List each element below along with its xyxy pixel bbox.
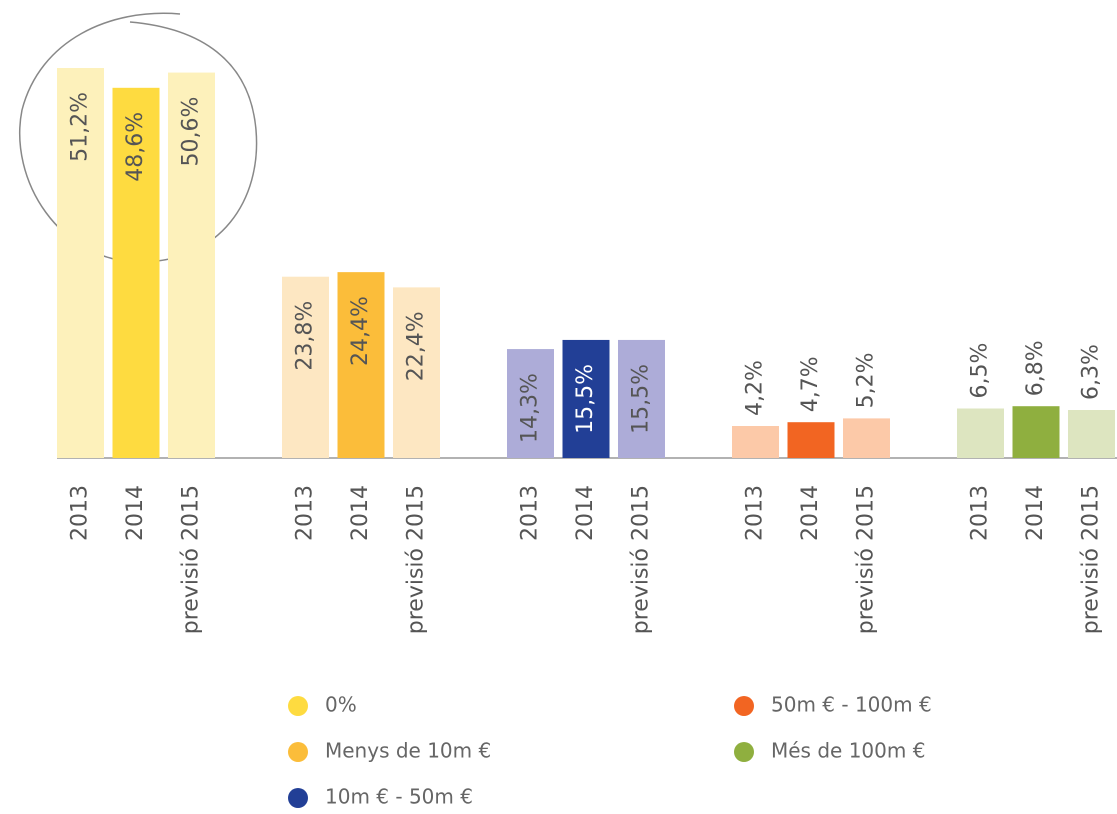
bar: [618, 339, 665, 458]
value-label: 6,5%: [968, 343, 993, 399]
bar: [562, 339, 610, 458]
x-tick-label: previsió 2015: [1079, 485, 1104, 634]
legend-marker: [734, 696, 754, 716]
bar: [732, 426, 779, 458]
x-tick-label: previsió 2015: [404, 485, 429, 634]
bar: [957, 408, 1004, 458]
x-tick-label: 2014: [573, 485, 598, 541]
value-label: 24,4%: [348, 296, 373, 366]
bar: [282, 276, 329, 458]
bar: [337, 272, 385, 458]
x-tick-label: 2013: [293, 485, 318, 541]
bar: [787, 422, 835, 458]
x-tick-label: 2013: [518, 485, 543, 541]
value-label: 4,2%: [743, 360, 768, 416]
bar: [168, 72, 215, 458]
x-tick-label: 2013: [743, 485, 768, 541]
value-label: 50,6%: [179, 97, 204, 167]
value-label: 6,8%: [1023, 340, 1048, 396]
bar: [57, 68, 104, 458]
legend-label: Més de 100m €: [771, 739, 925, 763]
value-label: 48,6%: [123, 112, 148, 182]
legend-label: 10m € - 50m €: [325, 785, 473, 809]
legend-label: Menys de 10m €: [325, 739, 491, 763]
x-tick-label: previsió 2015: [854, 485, 879, 634]
x-tick-label: 2014: [348, 485, 373, 541]
value-label: 15,5%: [629, 364, 654, 434]
bar: [843, 418, 890, 458]
x-tick-label: 2013: [68, 485, 93, 541]
bar: [112, 87, 160, 458]
x-tick-label: previsió 2015: [179, 485, 204, 634]
value-label: 51,2%: [68, 92, 93, 162]
bar: [1012, 406, 1060, 458]
bar: [393, 287, 440, 458]
x-tick-label: 2013: [968, 485, 993, 541]
x-tick-label: 2014: [798, 485, 823, 541]
value-label: 15,5%: [573, 364, 598, 434]
x-tick-label: previsió 2015: [629, 485, 654, 634]
bar: [507, 349, 554, 458]
legend-marker: [734, 742, 754, 762]
value-label: 4,7%: [798, 356, 823, 412]
value-label: 22,4%: [404, 311, 429, 381]
legend-marker: [288, 742, 308, 762]
legend-label: 50m € - 100m €: [771, 693, 932, 717]
x-tick-label: 2014: [123, 485, 148, 541]
value-label: 5,2%: [854, 352, 879, 408]
value-label: 6,3%: [1079, 344, 1104, 400]
value-label: 14,3%: [518, 373, 543, 443]
legend-marker: [288, 696, 308, 716]
x-tick-label: 2014: [1023, 485, 1048, 541]
value-label: 23,8%: [293, 301, 318, 371]
legend-marker: [288, 788, 308, 808]
bar: [1068, 410, 1115, 458]
legend-label: 0%: [325, 693, 357, 717]
